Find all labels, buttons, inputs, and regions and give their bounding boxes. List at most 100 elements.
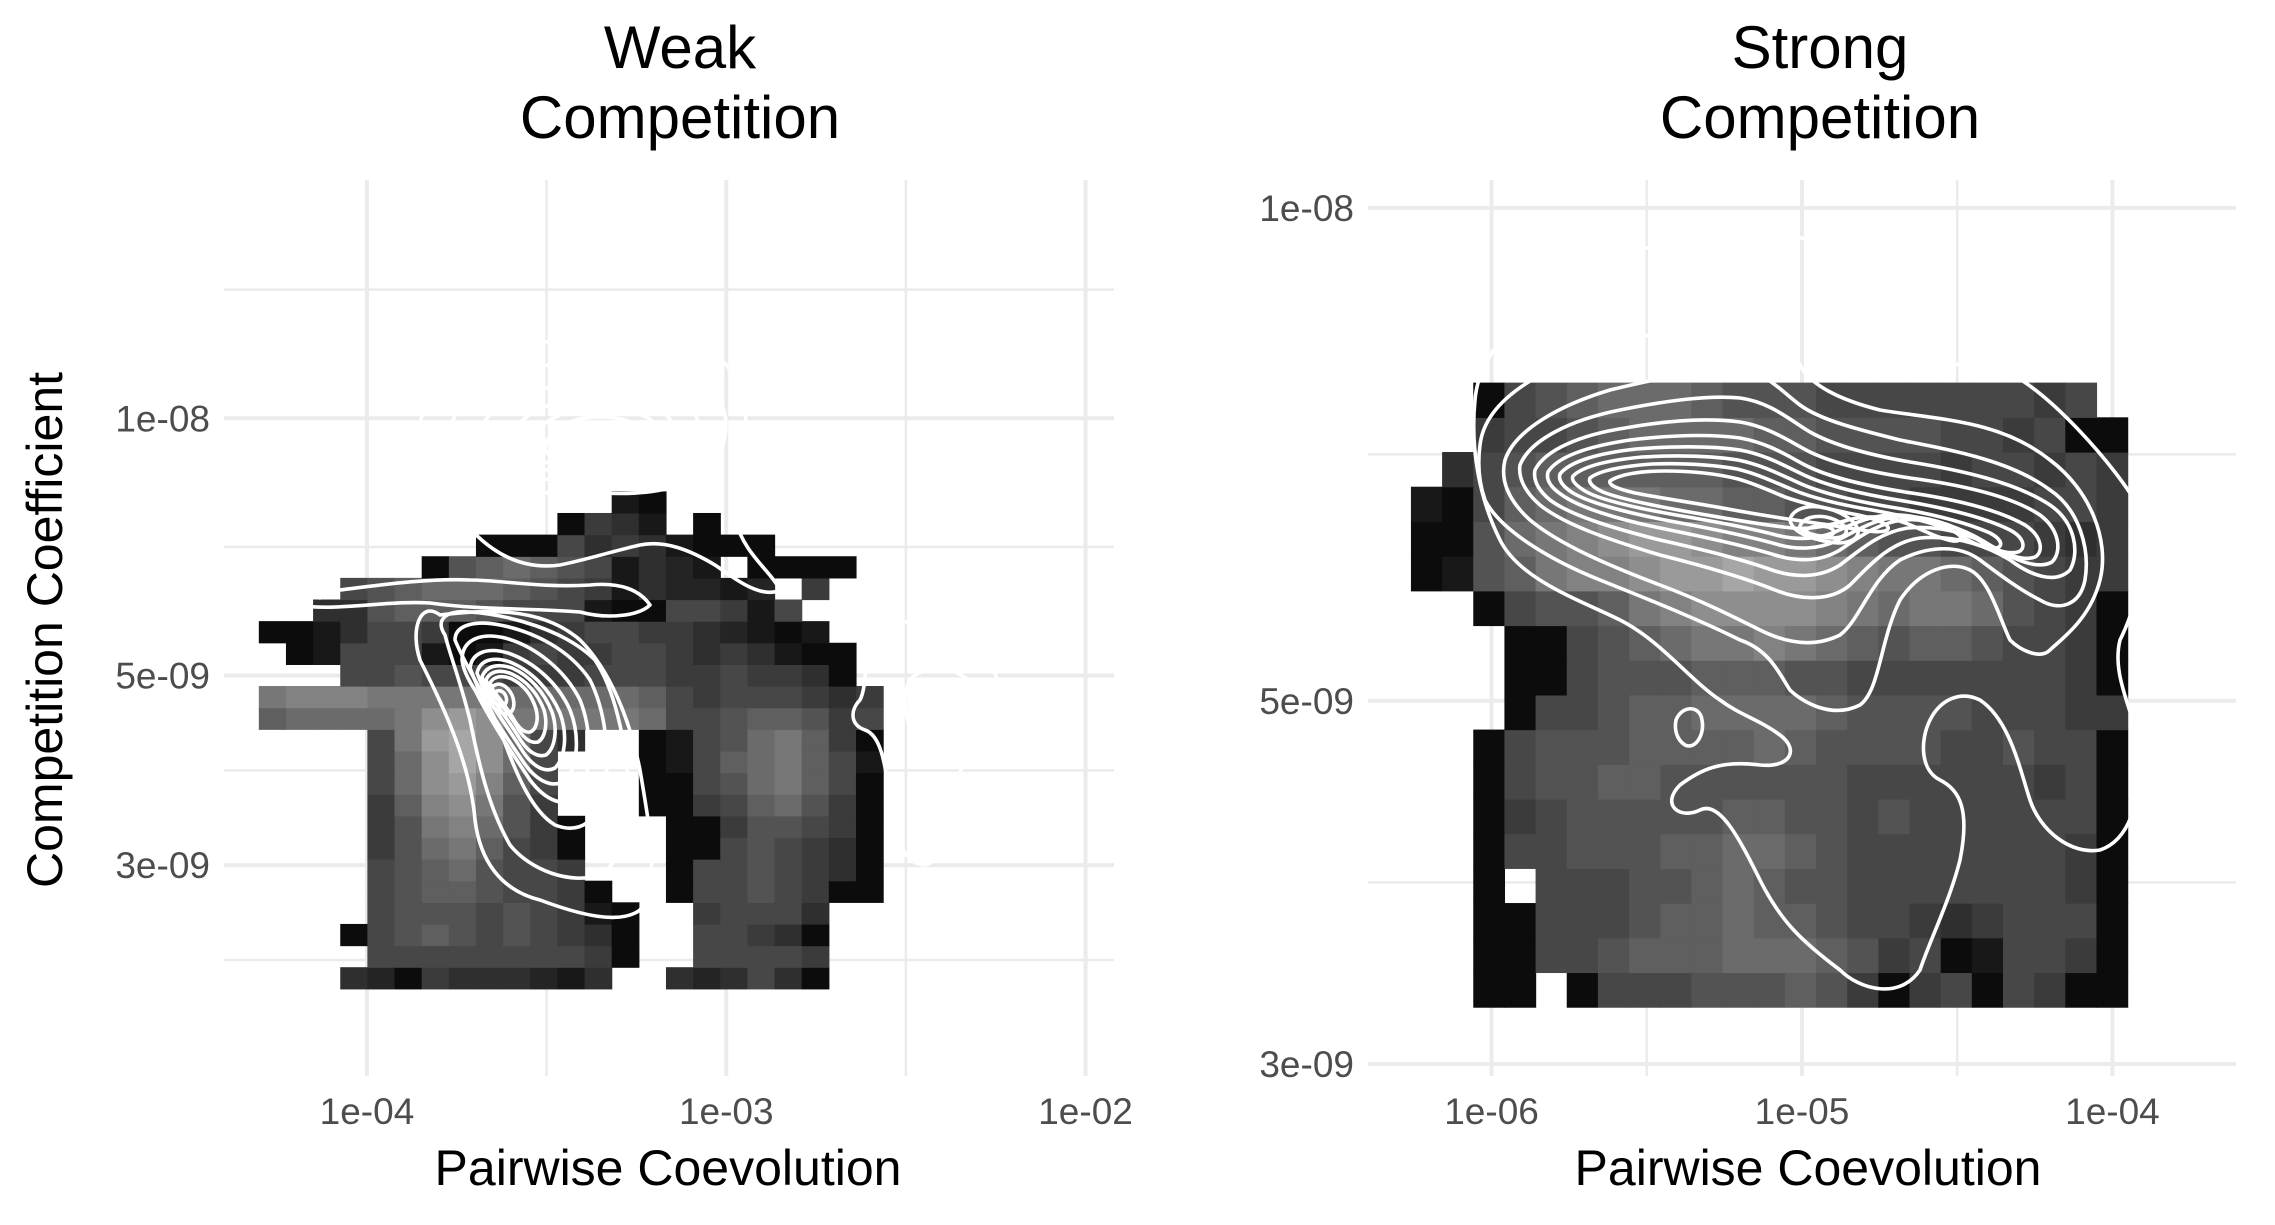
heatmap-tile <box>665 967 694 990</box>
heatmap-tile <box>448 577 477 601</box>
heatmap-tile <box>638 577 667 601</box>
heatmap-tile <box>1597 694 1630 731</box>
heatmap-tile <box>611 512 640 536</box>
heatmap-tile <box>1722 764 1755 800</box>
heatmap-tile <box>1691 903 1724 939</box>
heatmap-tile <box>421 642 450 665</box>
heatmap-tile <box>720 967 748 990</box>
heatmap-tile <box>2034 417 2066 453</box>
heatmap-tile <box>801 686 830 709</box>
heatmap-tile <box>367 750 396 774</box>
heatmap-tile <box>693 621 721 644</box>
heatmap-tile <box>1566 729 1599 765</box>
heatmap-tile <box>1909 833 1942 869</box>
heatmap-tile <box>1816 660 1848 696</box>
heatmap-tile <box>1504 729 1537 765</box>
heatmap-tile <box>665 880 694 903</box>
heatmap-tile <box>1971 382 2004 418</box>
heatmap-tile <box>801 577 830 601</box>
heatmap-tile <box>1816 764 1848 800</box>
contour-line <box>1570 454 2003 550</box>
heatmap-tile <box>693 686 721 709</box>
heatmap-tile <box>1753 660 1786 696</box>
heatmap-tile <box>313 686 341 709</box>
heatmap-tile <box>2096 903 2129 939</box>
heatmap-tile <box>747 794 776 817</box>
heatmap-tile <box>1660 903 1692 939</box>
heatmap-tile <box>1504 833 1537 869</box>
heatmap-tile <box>421 880 450 903</box>
contour-line <box>294 577 652 618</box>
heatmap-tile <box>774 902 803 925</box>
heatmap-tile <box>367 880 396 903</box>
heatmap-tile <box>1816 903 1848 939</box>
heatmap-tile <box>1847 833 1879 869</box>
heatmap-tile <box>2034 729 2066 765</box>
contour-line <box>468 648 579 786</box>
heatmap-tile <box>258 686 287 709</box>
heatmap-tile <box>1410 521 1443 557</box>
heatmap-tile <box>421 902 450 925</box>
y-tick-label: 3e-09 <box>115 845 210 886</box>
heatmap-tile <box>584 534 613 557</box>
heatmap-tile <box>747 815 776 839</box>
heatmap-tile <box>774 923 803 947</box>
contour-line <box>414 609 654 920</box>
heatmap-tile <box>801 729 830 752</box>
heatmap-tile <box>828 794 857 817</box>
heatmap-tile <box>828 859 857 882</box>
heatmap-tile <box>557 686 586 709</box>
heatmap-tile <box>1940 729 1973 765</box>
heatmap-tile <box>801 707 830 730</box>
heatmap-tile <box>2002 972 2035 1008</box>
contour-line <box>1532 418 2060 578</box>
heatmap-tile <box>1504 798 1537 835</box>
heatmap-tile <box>557 967 586 990</box>
heatmap-tile <box>503 794 531 817</box>
heatmap-tile <box>421 577 450 601</box>
heatmap-tile <box>394 945 423 968</box>
heatmap-tile <box>2002 937 2035 974</box>
heatmap-tile <box>1597 798 1630 835</box>
heatmap-tile <box>367 837 396 860</box>
heatmap-tile <box>1535 625 1568 661</box>
heatmap-tile <box>1410 556 1443 592</box>
heatmap-tile <box>367 794 396 817</box>
heatmap-tile <box>693 859 721 882</box>
y-tick-label: 5e-09 <box>115 656 210 697</box>
heatmap-tile <box>1597 972 1630 1008</box>
heatmap-tile <box>747 707 776 730</box>
plot-area <box>224 180 1114 1076</box>
heatmap-tile <box>1816 972 1848 1008</box>
heatmap-tile <box>1597 764 1630 800</box>
heatmap-tile <box>1691 972 1724 1008</box>
heatmap-tile <box>693 664 721 687</box>
y-axis: 3e-09 5e-09 1e-08 <box>115 398 210 886</box>
heatmap-tile <box>1629 590 1661 627</box>
heatmap-tile <box>1847 798 1879 835</box>
contour-line <box>507 396 678 476</box>
heatmap-tile <box>2002 903 2035 939</box>
heatmap-tile <box>828 772 857 795</box>
heatmap-tile <box>421 794 450 817</box>
heatmap-tile <box>367 577 396 601</box>
heatmap-tile <box>1847 764 1879 800</box>
heatmap-tile <box>2096 590 2129 627</box>
heatmap-tile <box>475 794 504 817</box>
heatmap-tile <box>2065 556 2098 592</box>
heatmap-tile <box>1722 660 1755 696</box>
heatmap-tile <box>747 902 776 925</box>
heatmap-tile <box>313 599 341 622</box>
contour-line <box>851 620 1001 867</box>
heatmap-tile <box>367 859 396 882</box>
contour-line <box>1477 313 2105 713</box>
heatmap-tile <box>828 750 857 774</box>
heatmap-tile <box>1473 590 1506 627</box>
heatmap-tile <box>1535 764 1568 800</box>
heatmap-tile <box>1566 625 1599 661</box>
heatmap-tile <box>1753 972 1786 1008</box>
heatmap-tile <box>2096 694 2129 731</box>
heatmap-tile <box>448 794 477 817</box>
contour-line <box>590 433 615 446</box>
heatmap-tile <box>801 923 830 947</box>
